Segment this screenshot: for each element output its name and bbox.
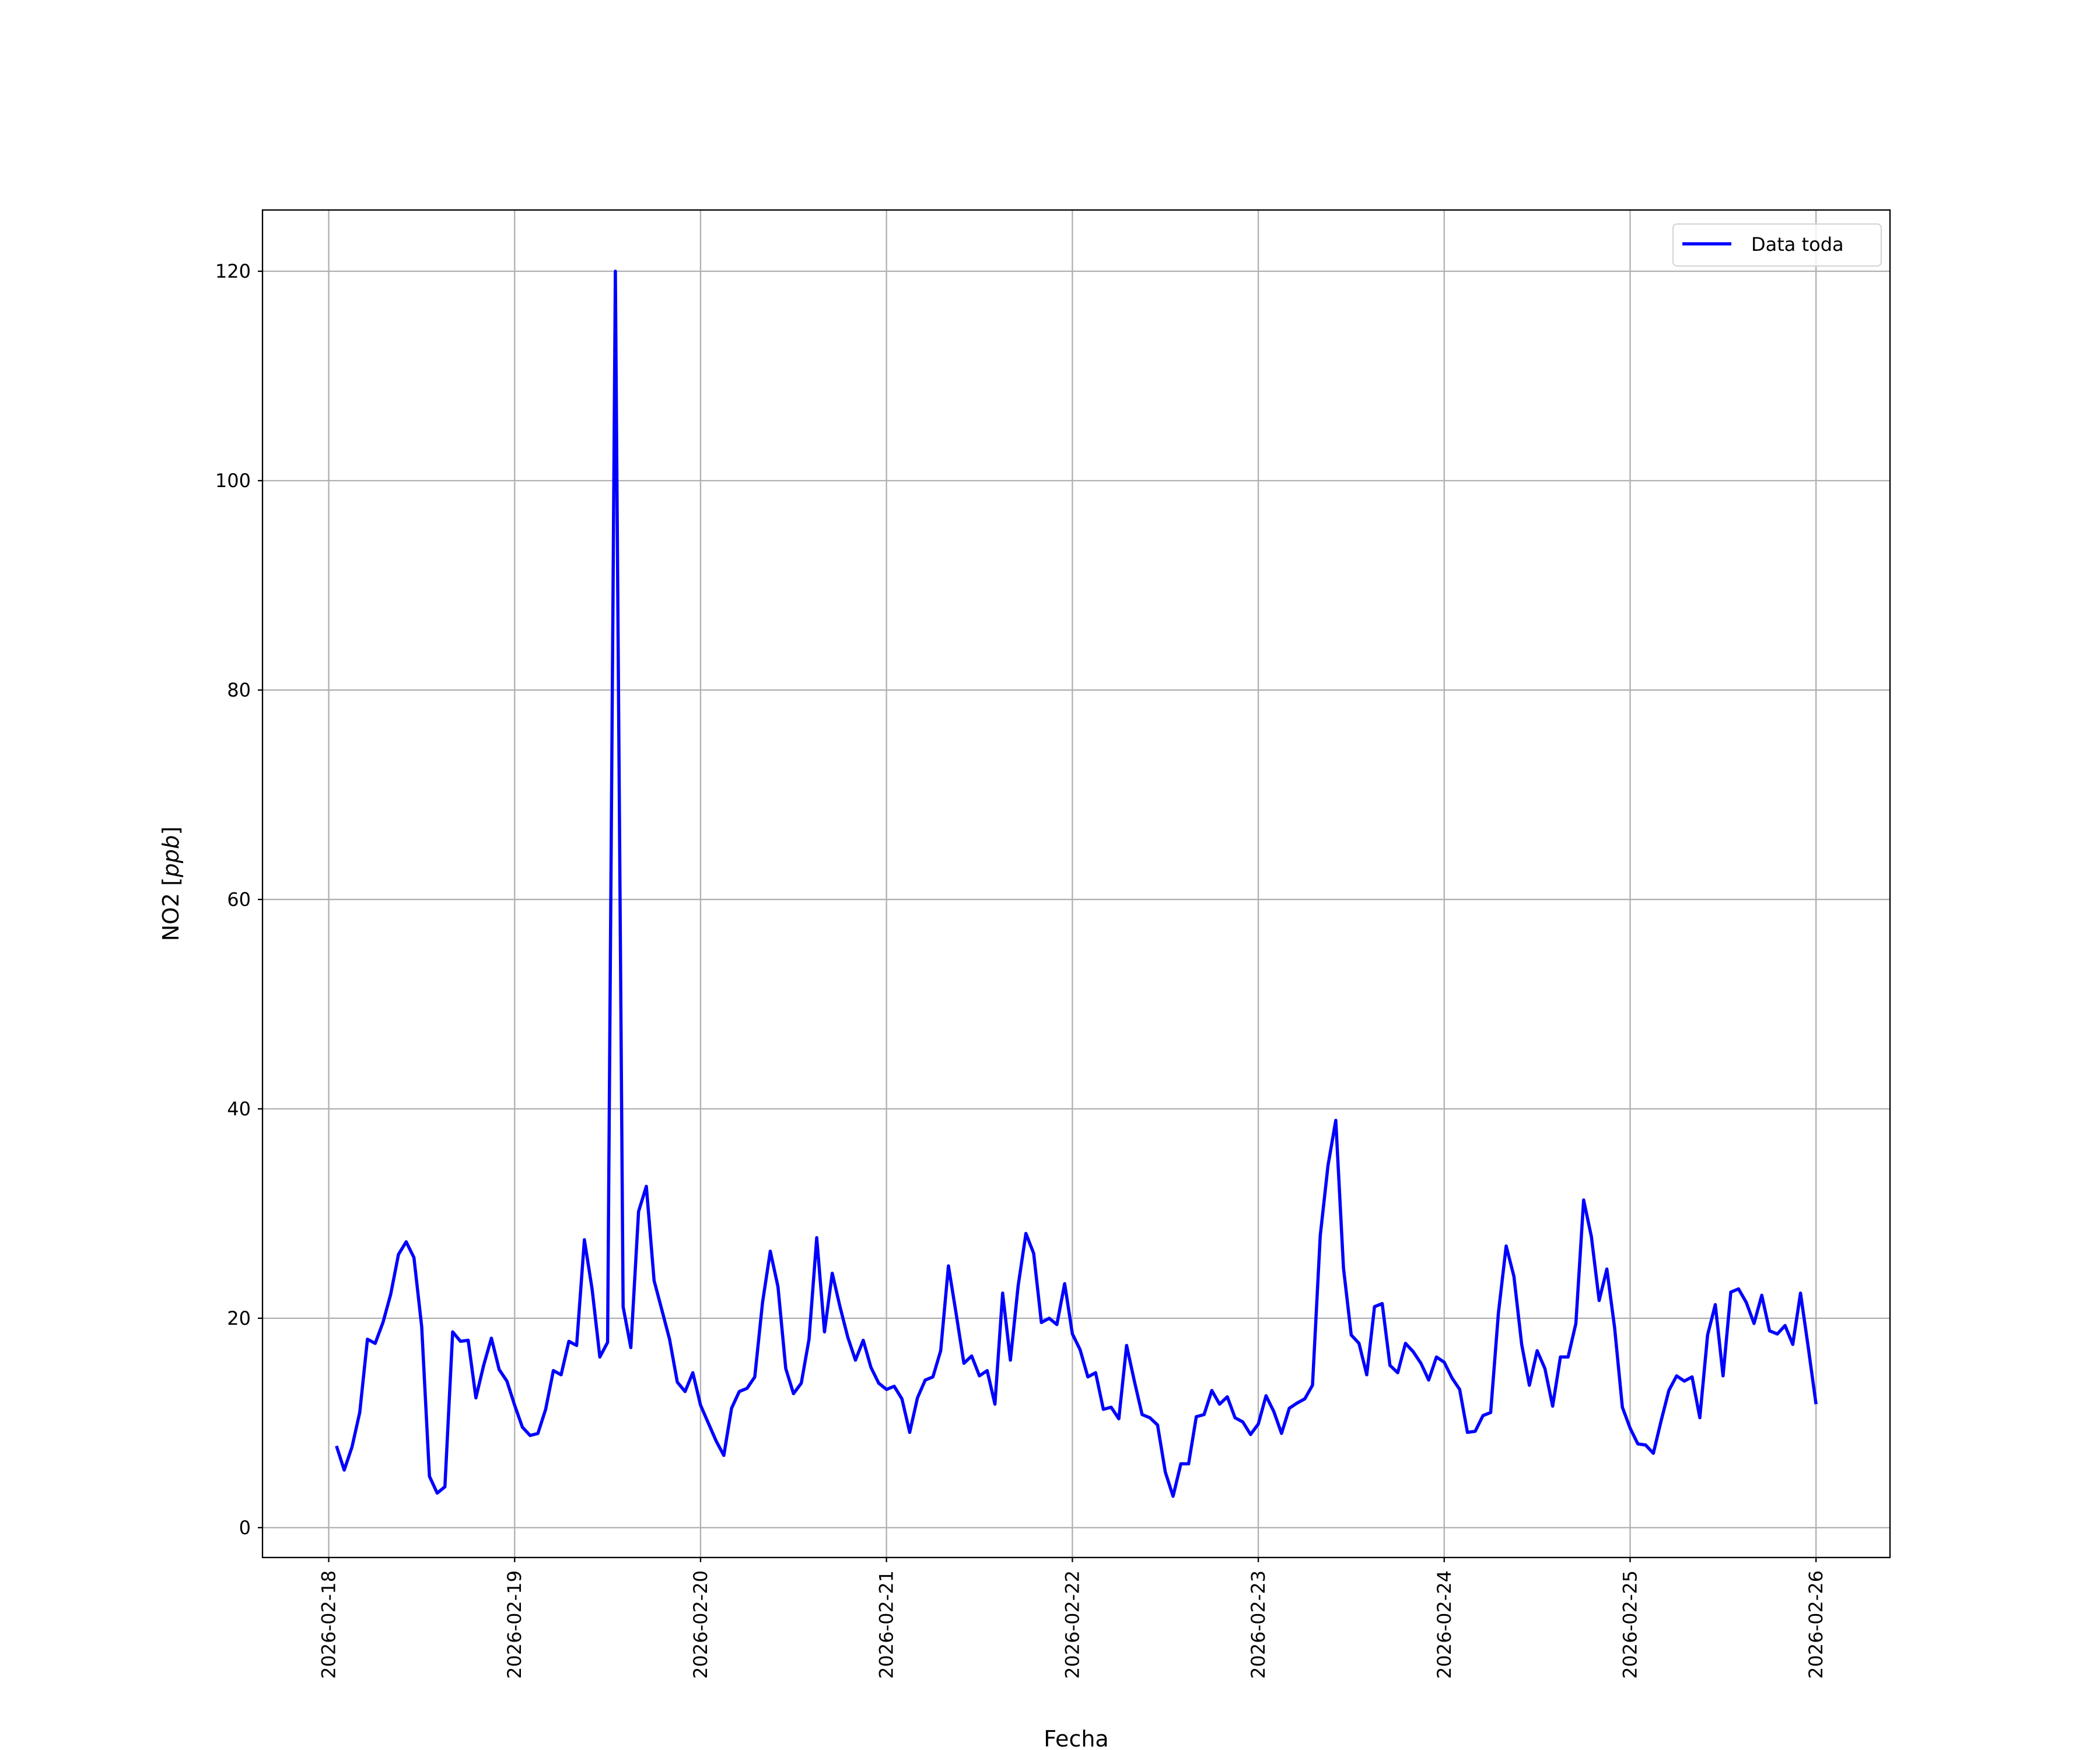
legend-entry-label: Data toda (1751, 233, 1844, 256)
y-axis: 0 20 40 60 80 100 120 (215, 260, 262, 1539)
x-tick-label: 2026-02-18 (318, 1570, 340, 1679)
y-tick-label: 0 (239, 1517, 251, 1539)
legend: Data toda (1672, 223, 1882, 267)
x-tick-label: 2026-02-19 (503, 1570, 526, 1679)
x-axis-label: Fecha (1044, 1726, 1108, 1750)
x-tick-label: 2026-02-20 (690, 1570, 712, 1679)
y-tick-label: 20 (227, 1307, 251, 1329)
y-axis-label-unit: ppb (158, 835, 184, 878)
x-tick-label: 2026-02-22 (1061, 1570, 1083, 1679)
x-tick-label: 2026-02-24 (1433, 1570, 1455, 1679)
x-axis: 2026-02-18 2026-02-19 2026-02-20 2026-02-21… (318, 1558, 1827, 1679)
gridlines (262, 210, 1890, 1558)
y-tick-label: 60 (227, 888, 251, 911)
plot-area (262, 210, 1890, 1558)
y-tick-label: 120 (215, 260, 251, 282)
y-tick-label: 40 (227, 1098, 251, 1120)
x-tick-label: 2026-02-21 (876, 1570, 898, 1679)
legend-box (1672, 223, 1882, 267)
y-tick-label: 80 (227, 679, 251, 701)
y-axis-label-text: NO2 [ (158, 877, 184, 941)
series-layer (335, 270, 1818, 1498)
series-line-data-toda (335, 270, 1818, 1498)
y-axis-label-close: ] (158, 827, 184, 835)
x-tick-label: 2026-02-26 (1805, 1570, 1827, 1679)
y-axis-label: NO2 [ppb] (158, 827, 184, 942)
axes-frame (261, 209, 1891, 1559)
x-tick-label: 2026-02-23 (1247, 1570, 1269, 1679)
x-tick-label: 2026-02-25 (1619, 1570, 1641, 1679)
y-tick-label: 100 (215, 470, 251, 492)
